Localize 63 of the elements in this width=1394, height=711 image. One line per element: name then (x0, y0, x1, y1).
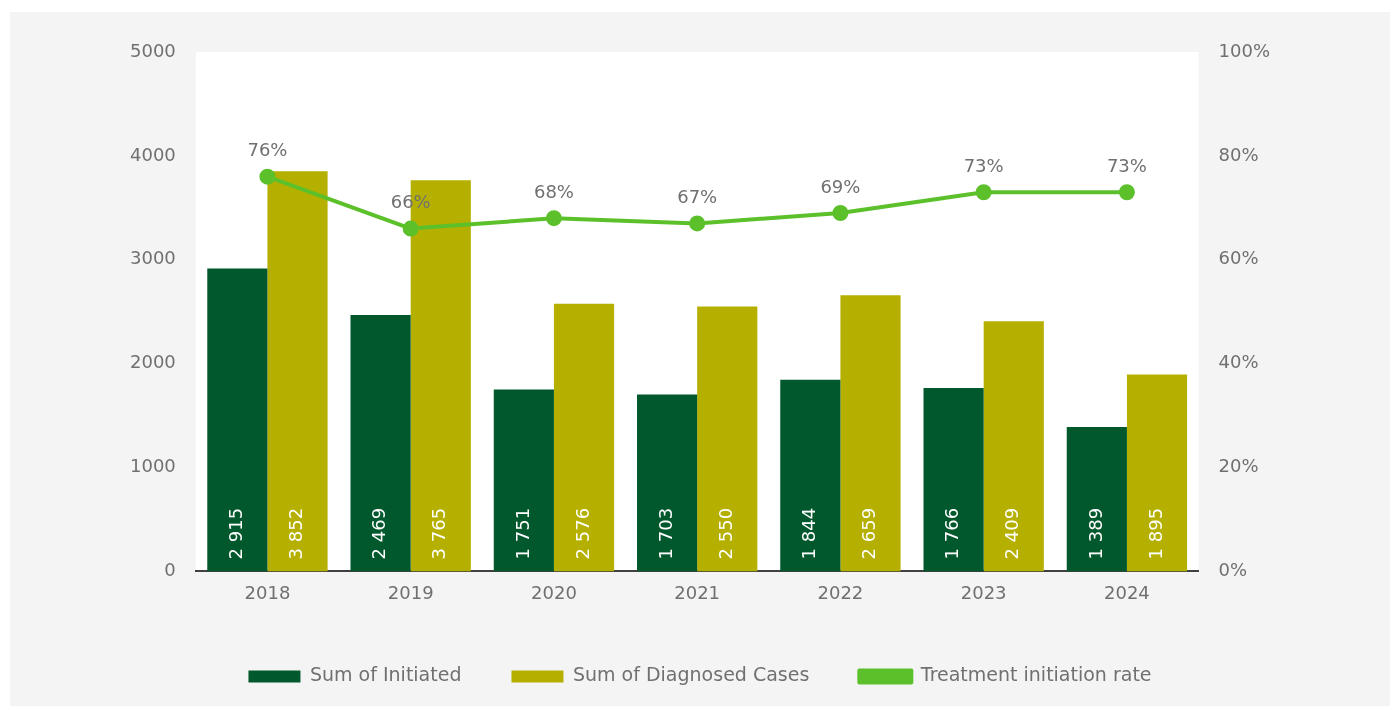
point (975, 184, 992, 201)
x-tick-label: 2020 (531, 581, 577, 603)
legend-label: Treatment initiation rate (919, 663, 1152, 686)
data-label: 73% (963, 154, 1004, 176)
bar (983, 321, 1044, 572)
y-tick-label: 2000 (130, 351, 176, 373)
y-tick-label: 0 (164, 559, 176, 581)
bar (207, 268, 268, 572)
bar (923, 387, 984, 572)
data-label: 1 766 (941, 507, 963, 560)
data-label: 3 765 (428, 507, 450, 560)
point (832, 205, 849, 222)
data-label: 67% (677, 186, 718, 208)
legend-label: Sum of Initiated (309, 663, 462, 686)
x-tick-label: 2019 (387, 581, 434, 603)
bar (553, 303, 615, 572)
data-label: 1 844 (798, 507, 820, 560)
data-label: 73% (1106, 154, 1147, 176)
data-label: 3 852 (285, 507, 307, 560)
data-label: 69% (820, 175, 861, 197)
x-tick-label: 2022 (817, 581, 864, 603)
y-tick-label: 5000 (130, 39, 176, 61)
x-tick-label: 2023 (960, 581, 1007, 603)
y-tick-label: 3000 (130, 247, 176, 269)
data-label: 1 895 (1144, 507, 1166, 560)
x-tick-label: 2024 (1104, 581, 1150, 603)
point (259, 168, 276, 185)
data-label: 1 389 (1084, 507, 1106, 560)
y-tick-label: 4000 (130, 143, 176, 165)
data-label: 2 409 (1001, 507, 1023, 560)
bar (1066, 427, 1127, 572)
bar (780, 379, 841, 572)
data-label: 1 751 (511, 507, 533, 560)
bar (350, 314, 411, 572)
bar (267, 171, 328, 572)
data-label: 2 550 (714, 507, 736, 560)
x-tick-label: 2021 (674, 581, 721, 603)
y2-tick-label: 20% (1218, 455, 1259, 477)
data-label: 68% (533, 180, 574, 202)
y2-tick-label: 80% (1218, 143, 1259, 165)
y-tick-label: 1000 (130, 455, 176, 477)
point (689, 215, 706, 232)
bar (1126, 374, 1188, 572)
data-label: 2 915 (225, 507, 247, 560)
y2-tick-label: 100% (1218, 39, 1271, 61)
bar (493, 389, 554, 572)
data-label: 2 469 (368, 507, 390, 560)
bar (840, 295, 901, 572)
data-label: 2 659 (858, 507, 880, 560)
y2-tick-label: 60% (1218, 247, 1259, 269)
data-label: 66% (390, 191, 431, 213)
point (402, 220, 419, 237)
bar (697, 306, 758, 572)
data-label: 1 703 (654, 507, 676, 560)
data-label: 76% (247, 139, 288, 161)
bar (637, 394, 698, 572)
point (1118, 184, 1135, 201)
point (545, 210, 562, 227)
x-tick-label: 2018 (244, 581, 291, 603)
y2-tick-label: 0% (1218, 559, 1248, 581)
data-label: 2 576 (571, 507, 593, 560)
legend-label: Sum of Diagnosed Cases (572, 663, 810, 686)
y2-tick-label: 40% (1218, 351, 1259, 373)
